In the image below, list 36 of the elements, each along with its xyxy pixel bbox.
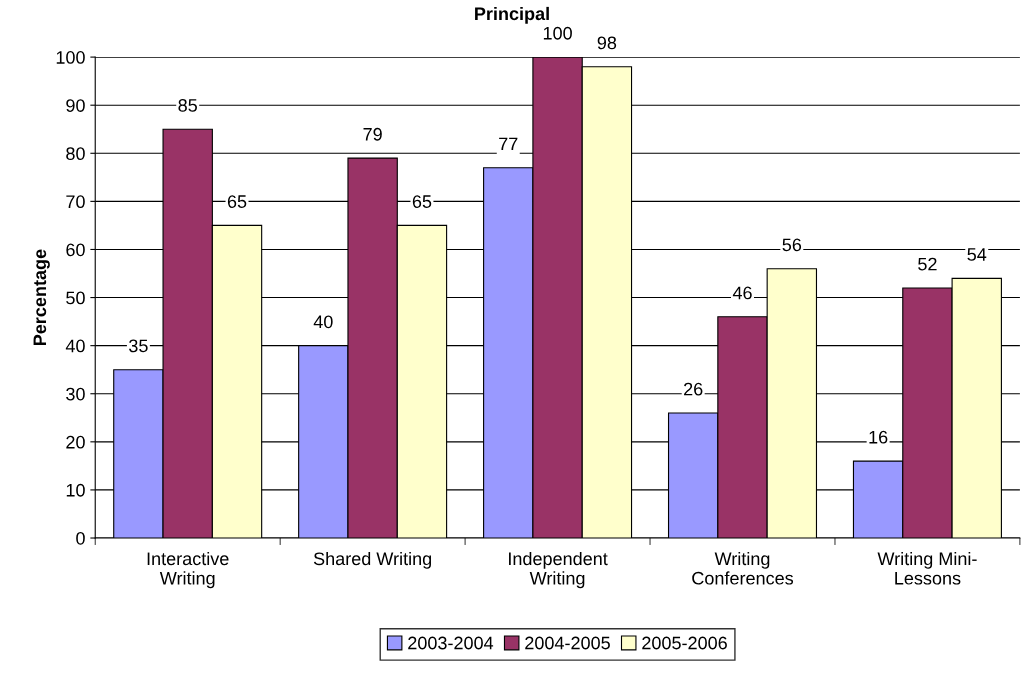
data-label: 26 (684, 382, 703, 396)
y-tick-label: 60 (66, 243, 85, 257)
data-label: 79 (363, 127, 382, 141)
data-label: 85 (178, 99, 197, 112)
x-tick-label: Independent Writing (509, 551, 608, 589)
data-label: 40 (313, 315, 333, 329)
legend-label: 2004-2005 (525, 636, 610, 650)
data-label: 56 (782, 238, 802, 252)
x-tick-label: Shared Writing (313, 551, 432, 569)
legend-label: 2003-2004 (408, 636, 494, 650)
y-tick-label: 20 (66, 435, 85, 449)
y-tick-label: 40 (65, 339, 85, 353)
y-axis-title: Percentage (33, 249, 50, 346)
y-tick-label: 70 (66, 195, 85, 209)
y-tick-label: 50 (66, 291, 85, 305)
data-label: 46 (732, 286, 752, 300)
data-label: 65 (227, 195, 247, 208)
data-label: 100 (543, 26, 572, 40)
data-label: 52 (918, 257, 937, 271)
x-tick-label: Writing Mini- Lessons (877, 551, 977, 585)
y-tick-label: 90 (66, 99, 85, 112)
legend-label: 2005-2006 (642, 636, 727, 650)
data-label: 65 (412, 195, 432, 208)
chart-title: Principal (475, 6, 549, 24)
x-tick-label: Interactive Writing (147, 551, 229, 589)
data-label: 54 (967, 248, 987, 261)
y-tick-label: 30 (66, 387, 85, 401)
y-tick-label: 0 (76, 531, 85, 545)
data-label: 77 (499, 137, 518, 151)
y-tick-label: 10 (66, 483, 85, 497)
y-tick-label: 80 (66, 147, 85, 161)
data-label: 35 (129, 339, 148, 353)
data-label: 16 (869, 430, 888, 444)
x-tick-label: Writing Conferences (692, 551, 794, 585)
data-label: 98 (597, 36, 617, 50)
y-tick-label: 100 (56, 51, 85, 64)
